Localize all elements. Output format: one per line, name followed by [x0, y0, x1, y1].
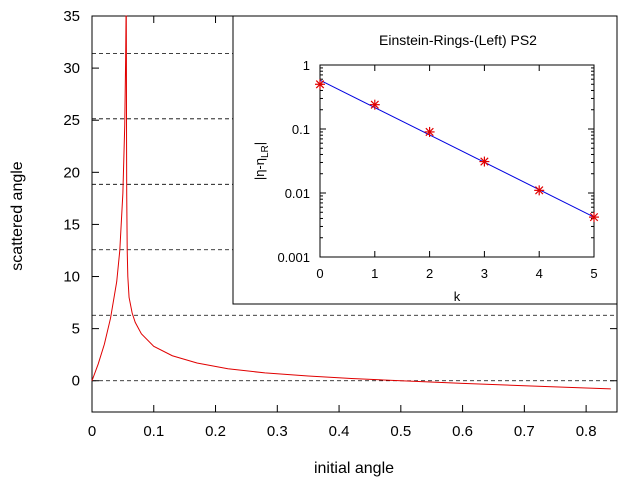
inset-data-marker — [369, 99, 380, 110]
inset-x-tick-label: 5 — [590, 266, 597, 281]
y-tick-label: 25 — [63, 112, 80, 129]
inset-data-marker — [424, 126, 435, 137]
inset-y-tick-label: 0.01 — [285, 186, 310, 201]
x-tick-label: 0.8 — [576, 423, 597, 440]
main-series — [91, 15, 611, 390]
inset-x-tick-label: 3 — [481, 266, 488, 281]
inset-ticks: 0 1 2 3 4 5 0.001 0.01 0.1 1 — [277, 58, 597, 281]
inset-y-tick-label: 1 — [303, 58, 310, 73]
inset-x-tick-label: 0 — [316, 266, 323, 281]
y-axis-title: scattered angle — [9, 161, 26, 271]
y-tick-label: 15 — [63, 216, 80, 233]
y-tick-label: 10 — [63, 269, 80, 286]
inset-x-tick-label: 4 — [536, 266, 543, 281]
y-tick-label: 0 — [72, 373, 80, 390]
x-tick-label: 0.3 — [267, 423, 288, 440]
x-tick-label: 0.1 — [143, 423, 164, 440]
y-tick-label: 35 — [63, 8, 80, 25]
x-tick-label: 0.7 — [514, 423, 535, 440]
x-tick-label: 0.4 — [329, 423, 350, 440]
inset-x-tick-label: 1 — [371, 266, 378, 281]
x-tick-label: 0.5 — [390, 423, 411, 440]
inset-y-axis-title-subscript: LR — [260, 145, 271, 158]
inset-panel — [232, 15, 618, 305]
inset-data-marker — [315, 79, 325, 90]
inset-data-marker — [534, 185, 545, 196]
inset-title: Einstein-Rings-(Left) PS2 — [379, 32, 537, 48]
inset-data-marker — [479, 156, 490, 167]
x-tick-label: 0.6 — [452, 423, 473, 440]
inset-y-axis-title-main: |η-η — [252, 158, 267, 180]
inset-x-axis-title: k — [454, 289, 461, 304]
inset-y-tick-label: 0.1 — [292, 122, 310, 137]
y-tick-label: 5 — [72, 321, 80, 338]
inset-plot-frame — [319, 64, 595, 258]
inset-fit-line — [319, 79, 595, 218]
x-tick-label: 0.2 — [205, 423, 226, 440]
main-series-line — [91, 15, 611, 390]
inset-data-marker — [589, 212, 599, 223]
y-tick-label: 30 — [63, 60, 80, 77]
inset-y-tick-label: 0.001 — [277, 250, 310, 265]
y-tick-label: 20 — [63, 164, 80, 181]
x-tick-label: 0 — [88, 423, 96, 440]
inset-series — [315, 79, 599, 223]
inset-y-axis-title: |η-ηLR| — [252, 142, 271, 180]
inset-x-tick-label: 2 — [426, 266, 433, 281]
x-axis-title: initial angle — [314, 460, 394, 477]
inset-y-axis-title-suffix: | — [252, 142, 267, 145]
